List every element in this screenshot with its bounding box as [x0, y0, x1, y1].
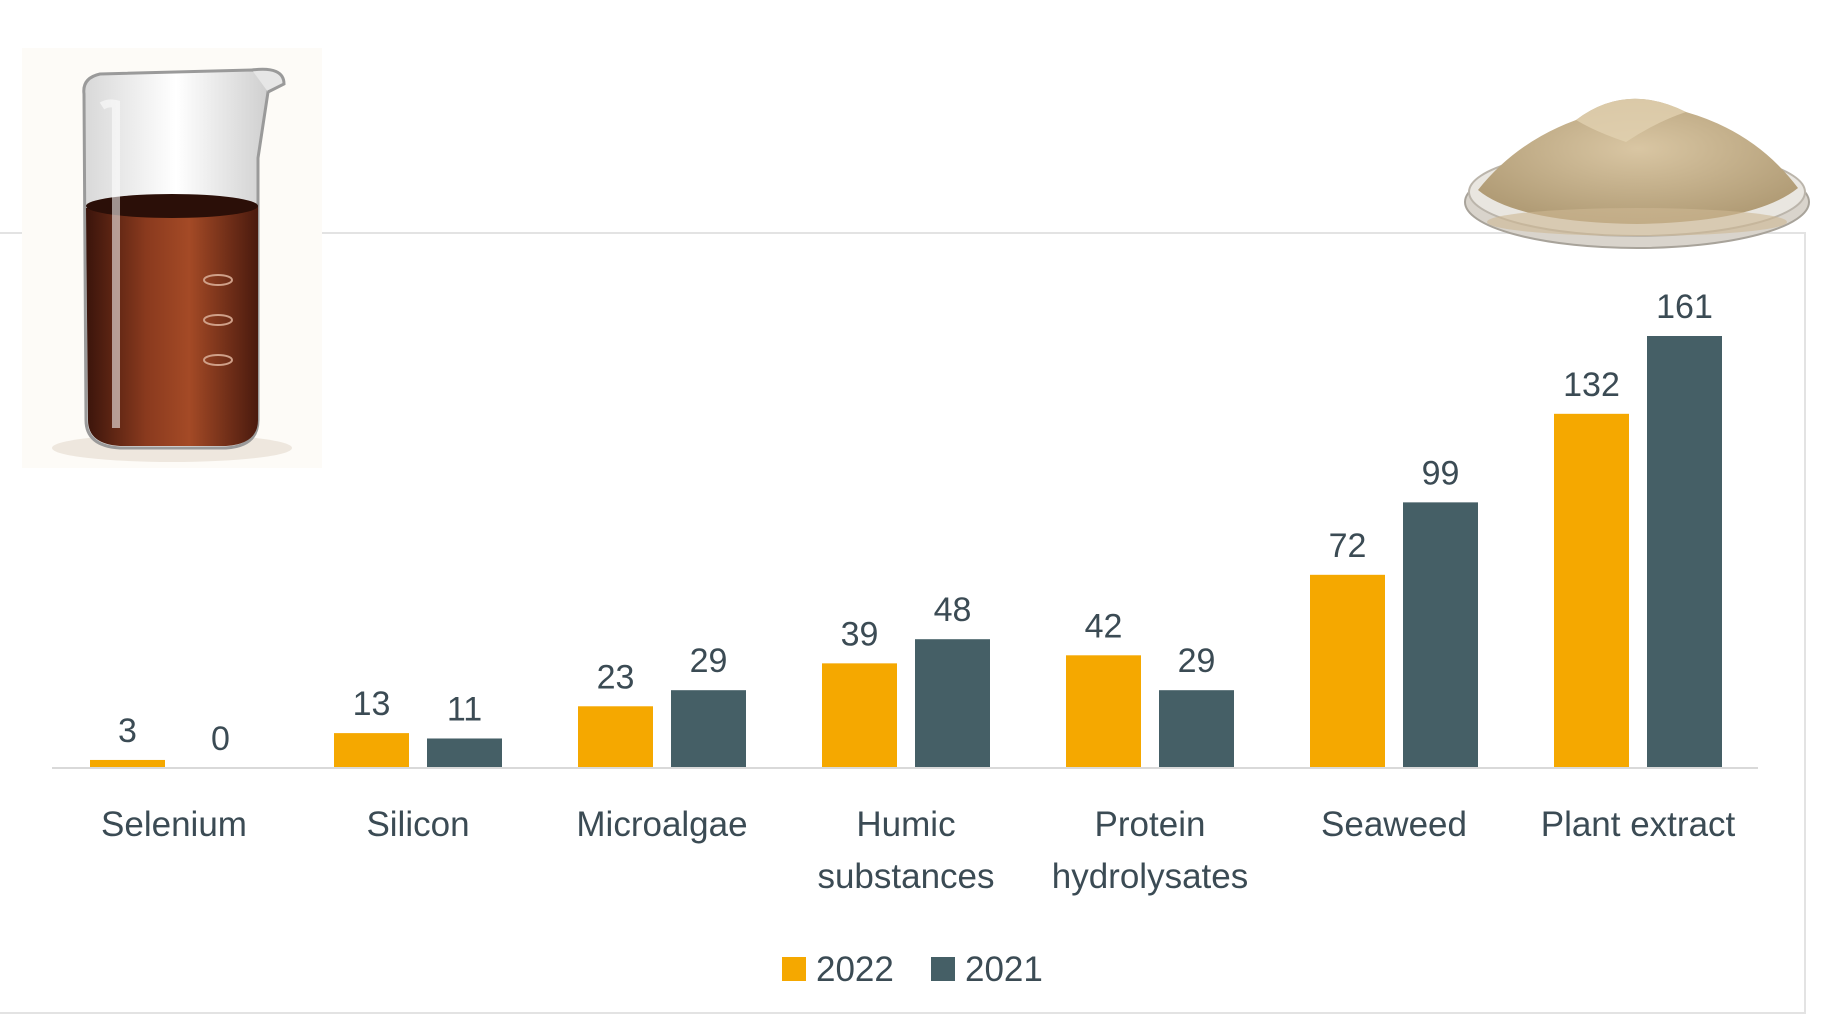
bar-2021-3: [915, 639, 990, 768]
category-label-4: hydrolysates: [1052, 857, 1248, 896]
beaker-image: [22, 48, 322, 468]
legend-swatch-2021: [931, 957, 955, 981]
data-label-2022-0: 3: [118, 712, 137, 750]
bar-2022-1: [334, 733, 409, 768]
data-label-2022-3: 39: [841, 615, 879, 653]
bar-2021-4: [1159, 690, 1234, 768]
bar-2022-5: [1310, 574, 1385, 768]
legend-swatch-2022: [782, 957, 806, 981]
chart-frame: [0, 232, 1806, 1014]
data-label-2021-2: 29: [690, 642, 728, 680]
data-label-2021-5: 99: [1422, 454, 1460, 492]
category-label-6: Plant extract: [1541, 805, 1736, 844]
bar-2022-4: [1066, 655, 1141, 768]
data-label-2022-2: 23: [597, 658, 635, 696]
data-label-2021-0: 0: [211, 720, 230, 758]
data-label-2022-4: 42: [1085, 607, 1123, 645]
data-label-2021-3: 48: [934, 591, 972, 629]
bar-2021-2: [671, 690, 746, 768]
category-label-4: Protein: [1095, 805, 1206, 844]
bar-2021-6: [1647, 336, 1722, 768]
legend-label-2021: 2021: [965, 950, 1043, 989]
data-label-2022-6: 132: [1563, 366, 1620, 404]
category-label-0: Selenium: [101, 805, 247, 844]
bar-2022-2: [578, 706, 653, 768]
data-label-2022-1: 13: [353, 685, 391, 723]
category-label-5: Seaweed: [1321, 805, 1467, 844]
bar-2022-0: [90, 759, 165, 768]
legend-label-2022: 2022: [816, 950, 894, 989]
data-label-2021-4: 29: [1178, 642, 1216, 680]
bar-2022-3: [822, 663, 897, 768]
category-label-3: Humic: [856, 805, 955, 844]
category-label-3: substances: [817, 857, 994, 896]
legend: 2022 2021: [782, 950, 1043, 989]
data-label-2022-5: 72: [1329, 527, 1367, 565]
category-label-1: Silicon: [366, 805, 469, 844]
bar-2022-6: [1554, 413, 1629, 768]
data-label-2021-1: 11: [447, 690, 482, 728]
data-label-2021-6: 161: [1656, 288, 1713, 326]
bar-2021-1: [427, 738, 502, 768]
powder-dish-image: [1464, 98, 1810, 249]
category-label-2: Microalgae: [576, 805, 747, 844]
bar-2021-5: [1403, 502, 1478, 768]
